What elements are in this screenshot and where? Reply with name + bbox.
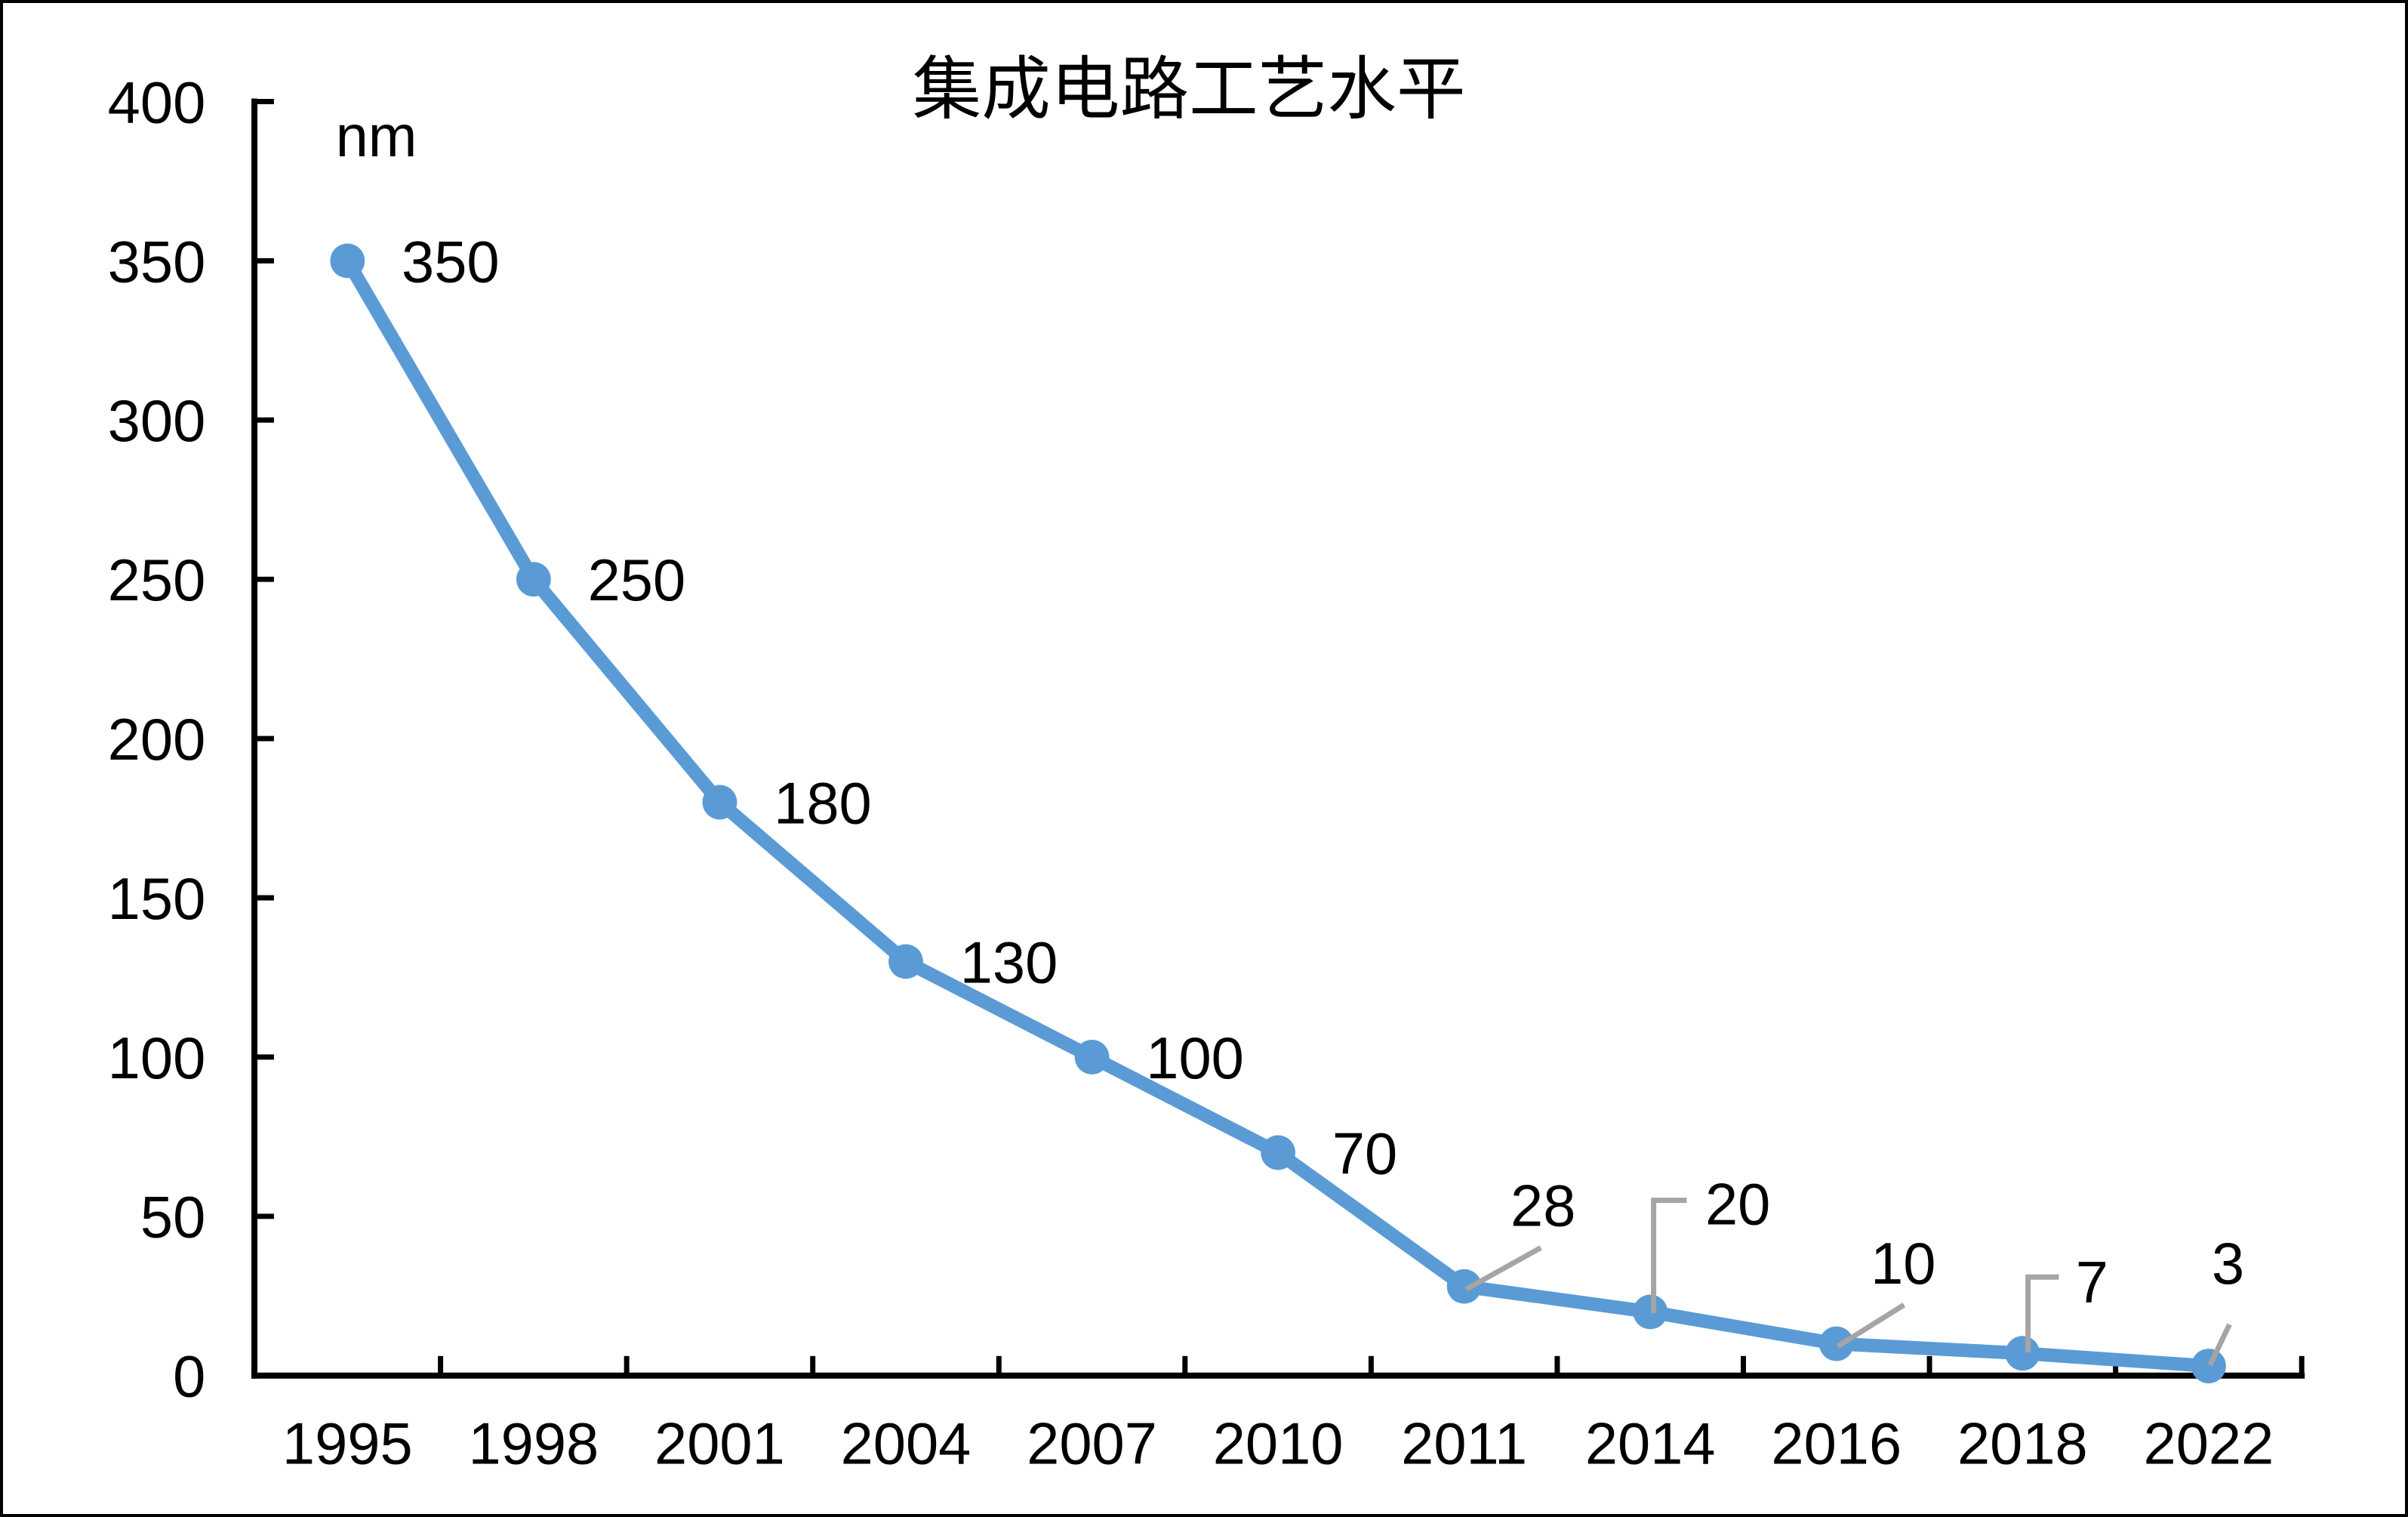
x-axis-tick-label: 2016 [1771,1411,1901,1476]
x-axis-tick-label: 2011 [1401,1411,1527,1476]
y-axis: 0 50 100 150 200 250 300 350 400 [108,70,274,1410]
data-point [330,243,365,279]
data-point [1633,1294,1668,1330]
data-point [2005,1336,2040,1371]
leader-line [2207,1323,2232,1367]
x-axis-labels: 1995 1998 2001 2004 2007 2010 2011 2014 2016 2018… [282,1411,2274,1476]
data-label: 130 [960,930,1058,995]
data-label-callouts [1464,1198,2232,1367]
x-axis-tick-label: 2007 [1027,1411,1157,1476]
y-axis-tick-label: 400 [108,70,206,135]
leader-line [2025,1274,2059,1352]
line-chart-svg: 集成电路工艺水平 nm 0 50 100 150 200 250 300 350 400 199… [108,51,2305,1476]
data-label: 70 [1332,1121,1397,1186]
x-axis-tick-label: 1995 [282,1411,413,1476]
chart-title: 集成电路工艺水平 [913,51,1466,128]
data-label: 28 [1510,1174,1575,1239]
x-axis-tick-label: 2022 [2144,1411,2274,1476]
data-point [1818,1326,1854,1361]
y-axis-tick-label: 250 [108,548,206,613]
data-label: 7 [2076,1250,2108,1315]
data-label: 20 [1705,1173,1770,1238]
leader-line [1464,1245,1542,1292]
data-label: 10 [1871,1232,1935,1297]
data-point [1446,1269,1482,1304]
x-axis: 1995 1998 2001 2004 2007 2010 2011 2014 2016 2018… [251,1355,2305,1476]
y-axis-labels: 0 50 100 150 200 250 300 350 400 [108,70,206,1409]
x-axis-ticks [438,1355,2305,1376]
data-labels: 350 250 180 130 100 70 28 20 10 7 3 [402,230,2244,1315]
y-axis-tick-label: 200 [108,708,206,772]
y-axis-tick-label: 0 [173,1345,205,1410]
data-point [516,562,551,597]
x-axis-tick-label: 2004 [841,1411,972,1476]
data-series [330,243,2226,1383]
data-point [2191,1349,2226,1383]
x-axis-tick-label: 2018 [1957,1411,2088,1476]
data-label: 180 [774,771,872,836]
data-point [1261,1135,1296,1170]
data-label: 100 [1146,1026,1244,1091]
leader-line [1836,1303,1906,1349]
data-point [1074,1040,1110,1075]
x-axis-tick-label: 2014 [1585,1411,1716,1476]
data-point [702,785,737,820]
y-axis-tick-label: 100 [108,1026,206,1091]
series-line [341,257,2209,1374]
y-axis-tick-label: 50 [140,1186,205,1250]
y-axis-unit-label: nm [336,104,417,169]
y-axis-tick-label: 350 [108,230,206,294]
data-label: 350 [402,230,500,294]
x-axis-tick-label: 2010 [1213,1411,1344,1476]
y-axis-tick-label: 300 [108,389,206,454]
x-axis-tick-label: 1998 [468,1411,599,1476]
x-axis-tick-label: 2001 [654,1411,785,1476]
leader-line [1651,1198,1687,1314]
y-axis-tick-label: 150 [108,867,206,932]
data-point [888,944,923,979]
data-label: 3 [2212,1232,2244,1297]
data-label: 250 [588,548,686,613]
